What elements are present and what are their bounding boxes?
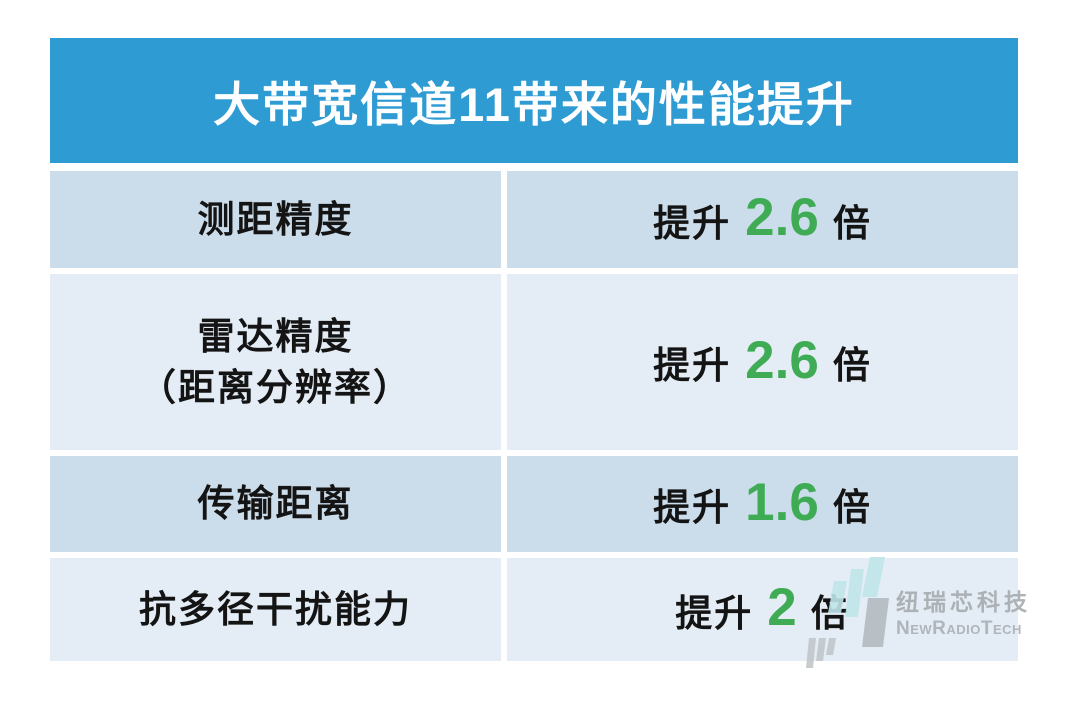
value-prefix: 提升 (653, 345, 732, 386)
value-suffix: 倍 (832, 202, 872, 244)
metric-label: 测距精度 (198, 194, 354, 245)
value-prefix: 提升 (653, 487, 732, 528)
value-multiplier: 2.6 (745, 330, 819, 390)
table-header-banner: 大带宽信道11带来的性能提升 (50, 38, 1018, 163)
table-row: 雷达精度 （距离分辨率） 提升 2.6 倍 (50, 274, 1018, 450)
value-cell: 提升 2.6 倍 (507, 171, 1018, 268)
metric-line-2: （距离分辨率） (139, 367, 412, 408)
value-multiplier: 1.6 (745, 472, 819, 532)
metric-cell: 抗多径干扰能力 (50, 558, 501, 661)
metric-label: 抗多径干扰能力 (139, 584, 412, 635)
value-suffix: 倍 (832, 345, 872, 386)
metric-cell: 雷达精度 （距离分辨率） (50, 274, 501, 450)
table-row: 传输距离 提升 1.6 倍 (50, 456, 1018, 552)
metric-line-1: 雷达精度 (197, 315, 354, 357)
value-cell: 提升 1.6 倍 (507, 456, 1018, 552)
value-prefix: 提升 (653, 202, 732, 244)
table-title: 大带宽信道11带来的性能提升 (213, 78, 855, 131)
value-cell: 提升 2 倍 (507, 558, 1018, 661)
value-multiplier: 2.6 (745, 188, 819, 247)
table-row: 抗多径干扰能力 提升 2 倍 (50, 558, 1018, 661)
value-cell: 提升 2.6 倍 (507, 274, 1018, 450)
metric-label: 雷达精度 （距离分辨率） (139, 311, 412, 413)
value-prefix: 提升 (675, 592, 754, 634)
value-suffix: 倍 (832, 487, 872, 528)
metric-cell: 测距精度 (50, 171, 501, 268)
metric-cell: 传输距离 (50, 456, 501, 552)
metric-line-1: 测距精度 (197, 198, 354, 240)
table-row: 测距精度 提升 2.6 倍 (50, 171, 1018, 268)
value-suffix: 倍 (810, 592, 850, 634)
value-multiplier: 2 (767, 578, 797, 637)
metric-label: 传输距离 (198, 478, 354, 529)
metric-line-1: 抗多径干扰能力 (139, 588, 412, 630)
metric-line-1: 传输距离 (197, 483, 354, 525)
performance-table: 大带宽信道11带来的性能提升 测距精度 提升 2.6 倍 雷达精度 （距离分辨率… (50, 38, 1018, 667)
